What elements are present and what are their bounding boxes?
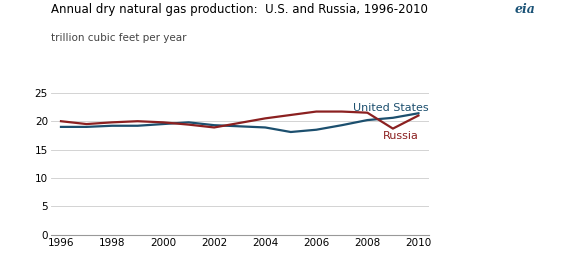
Text: United States: United States	[353, 103, 429, 113]
Text: trillion cubic feet per year: trillion cubic feet per year	[51, 33, 186, 43]
Text: Russia: Russia	[382, 131, 418, 141]
Text: Annual dry natural gas production:  U.S. and Russia, 1996-2010: Annual dry natural gas production: U.S. …	[51, 3, 428, 16]
Text: eia: eia	[514, 3, 535, 16]
